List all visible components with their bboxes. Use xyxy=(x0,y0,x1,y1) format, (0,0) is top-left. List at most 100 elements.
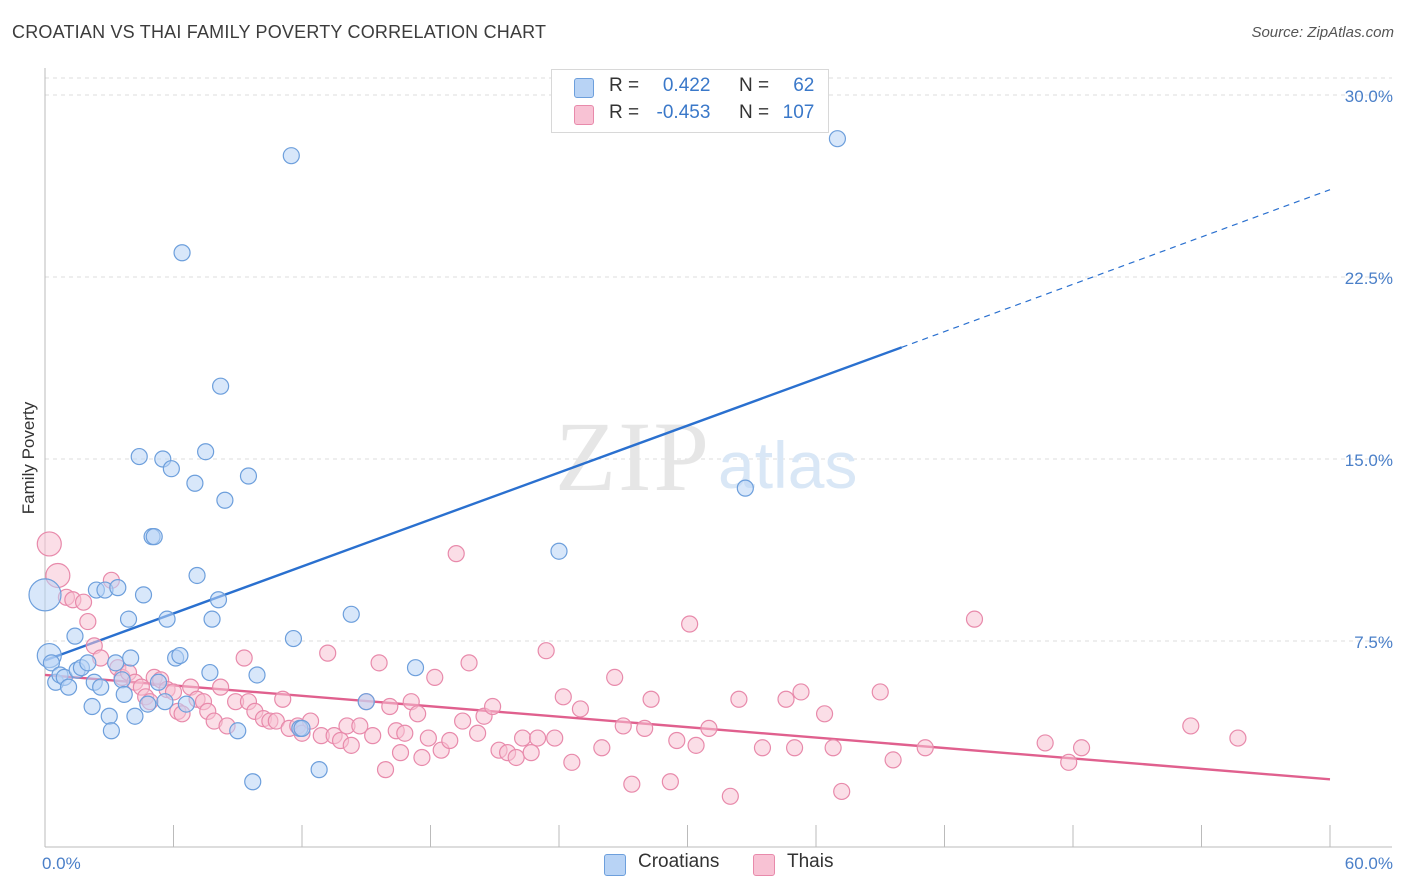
croatian-point xyxy=(122,649,140,667)
croatian-point xyxy=(66,627,84,645)
croatian-trend-extension xyxy=(901,189,1331,348)
thai-point xyxy=(319,644,337,662)
croatian-point xyxy=(282,147,300,165)
thai-point xyxy=(74,593,93,611)
croatian-point xyxy=(83,697,101,716)
thai-point xyxy=(606,668,624,687)
thai-point xyxy=(777,690,795,708)
thai-point xyxy=(661,773,679,791)
thai-point xyxy=(815,705,834,723)
croatian-point xyxy=(293,719,311,737)
source-label: Source: ZipAtlas.com xyxy=(1251,24,1394,41)
croatian-point xyxy=(119,610,138,628)
croatian-point xyxy=(130,447,148,466)
thai-point xyxy=(351,717,369,735)
thai-point xyxy=(342,736,360,754)
tick-labels: 7.5% 15.0% 22.5% 30.0% 0.0% 60.0% xyxy=(42,87,1393,873)
legend-n-value: 107 xyxy=(782,102,815,123)
thai-point xyxy=(235,649,253,667)
legend-n-label: N = xyxy=(738,102,770,123)
thai-point xyxy=(447,545,465,563)
croatians-legend-swatch xyxy=(604,854,626,876)
thai-point xyxy=(1036,734,1054,752)
croatian-point xyxy=(107,654,125,672)
croatian-point xyxy=(79,654,97,672)
thai-point xyxy=(484,697,502,716)
thai-point xyxy=(413,748,431,767)
thai-point xyxy=(1182,717,1200,735)
thai-point xyxy=(212,678,230,696)
thai-point xyxy=(370,654,388,672)
croatian-point xyxy=(109,579,127,597)
thai-point xyxy=(426,668,444,687)
thai-point xyxy=(469,724,487,742)
thai-point xyxy=(571,700,590,718)
croatian-point xyxy=(203,610,221,628)
croatian-point xyxy=(229,722,247,740)
legend-n-label: N = xyxy=(738,75,770,96)
thai-point xyxy=(381,697,399,716)
croatians-legend-label: Croatians xyxy=(638,851,720,872)
croatians-swatch xyxy=(574,78,594,98)
croatian-point xyxy=(177,695,195,713)
legend-r-value: -0.453 xyxy=(656,102,711,123)
croatian-point xyxy=(115,685,133,703)
croatian-point xyxy=(102,722,120,740)
croatian-trend-line xyxy=(44,346,903,662)
thai-point xyxy=(507,748,525,767)
croatian-point xyxy=(92,678,110,696)
thai-point xyxy=(364,727,382,745)
legend-r-label: R = xyxy=(609,102,640,123)
y-tick-label: 22.5% xyxy=(1345,269,1393,288)
croatian-point xyxy=(736,479,754,497)
thai-point xyxy=(36,531,62,557)
legend-r-value: 0.422 xyxy=(662,75,711,96)
thai-point xyxy=(700,719,718,737)
croatian-point xyxy=(248,666,266,684)
croatian-point xyxy=(59,678,78,696)
croatian-point xyxy=(188,566,206,585)
croatian-point xyxy=(149,673,168,691)
thai-point xyxy=(79,612,97,631)
thai-point xyxy=(546,729,564,747)
thai-point xyxy=(1060,753,1078,771)
croatian-point xyxy=(310,761,328,779)
thai-point xyxy=(396,724,414,742)
thai-point xyxy=(593,739,611,757)
thai-point xyxy=(391,744,410,762)
croatian-point xyxy=(216,491,234,509)
thai-point xyxy=(441,731,459,750)
croatian-point xyxy=(100,707,118,725)
axes xyxy=(44,68,1392,848)
thai-point xyxy=(1229,729,1247,747)
y-tick-label: 15.0% xyxy=(1345,451,1393,470)
croatian-point xyxy=(113,671,131,689)
watermark: ZIP atlas xyxy=(555,401,857,512)
croatian-point xyxy=(162,460,180,478)
thai-point xyxy=(884,751,902,769)
croatian-point xyxy=(134,586,153,604)
thai-point xyxy=(522,744,540,762)
series-legend: Croatians Thais xyxy=(0,851,1406,879)
croatian-point xyxy=(342,605,360,623)
croatian-point xyxy=(406,659,425,677)
y-tick-label: 7.5% xyxy=(1354,633,1393,652)
thais-legend-swatch xyxy=(753,854,775,876)
thai-point xyxy=(792,683,810,701)
y-tick-label: 30.0% xyxy=(1345,87,1393,106)
thai-point xyxy=(824,739,842,757)
croatian-point xyxy=(171,646,189,665)
chart-title: CROATIAN VS THAI FAMILY POVERTY CORRELAT… xyxy=(12,22,547,42)
thai-point xyxy=(409,705,427,723)
thai-point xyxy=(554,688,572,706)
croatian-point xyxy=(284,629,303,648)
legend-r-label: R = xyxy=(609,75,640,96)
croatian-point xyxy=(550,542,568,560)
thai-point xyxy=(267,712,285,730)
croatian-point xyxy=(139,695,157,713)
thai-trend-line xyxy=(44,673,1331,781)
thai-point xyxy=(528,729,547,747)
thai-point xyxy=(730,690,748,708)
x-tick-label-min: 0.0% xyxy=(42,854,81,873)
